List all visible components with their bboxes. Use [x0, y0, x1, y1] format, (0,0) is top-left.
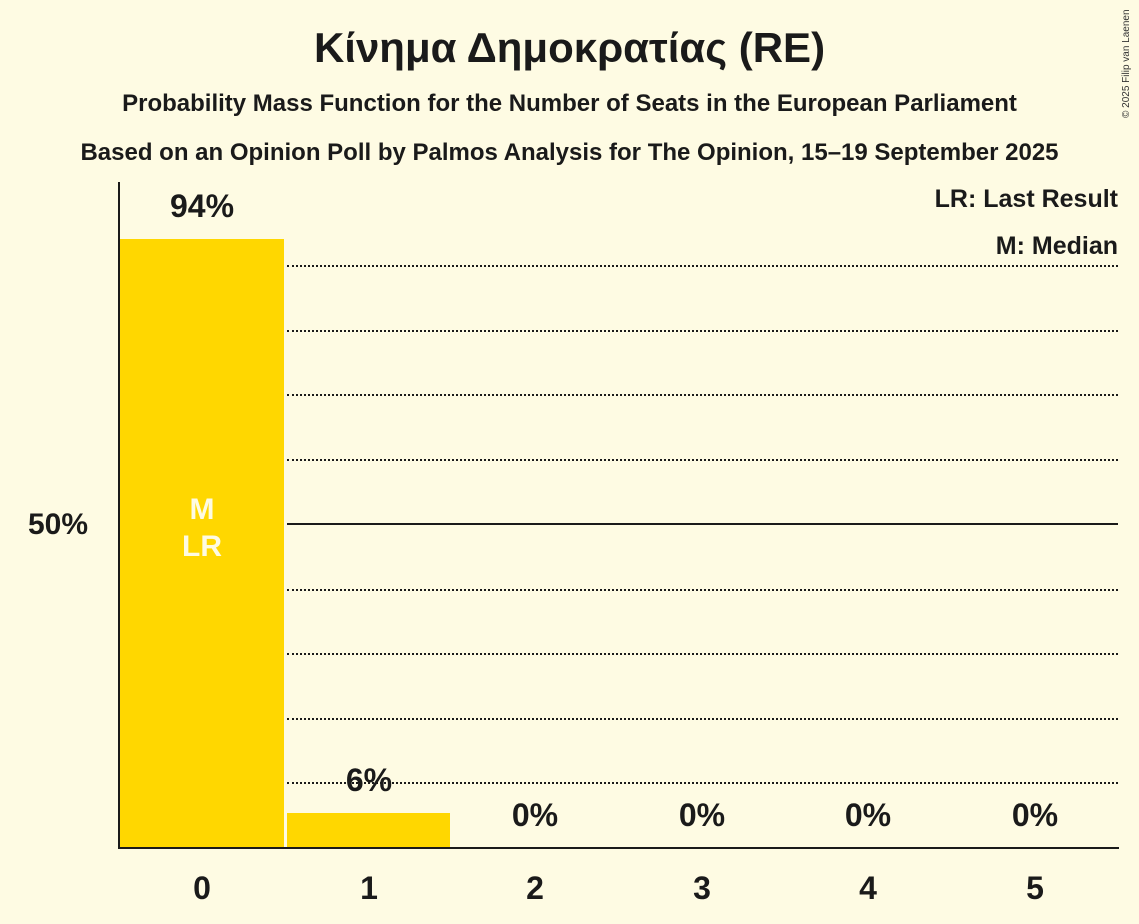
gridline-20: [287, 718, 1118, 720]
gridline-30: [287, 653, 1118, 655]
x-tick-3: 3: [693, 870, 711, 906]
bar-label-3: 0%: [678, 797, 726, 833]
last-result-marker: LR: [182, 530, 222, 563]
gridline-80: [287, 330, 1118, 332]
chart-subtitle: Probability Mass Function for the Number…: [122, 90, 1017, 117]
x-tick-2: 2: [526, 870, 544, 906]
gridline-10: [287, 782, 1118, 784]
chart-source: Based on an Opinion Poll by Palmos Analy…: [80, 139, 1059, 166]
gridline-90: [287, 265, 1118, 267]
bar-label-4: 0%: [844, 797, 892, 833]
gridline-50: [287, 523, 1118, 525]
bar-label-5: 0%: [1011, 797, 1059, 833]
bar-label-1: 6%: [345, 762, 393, 798]
x-tick-1: 1: [360, 870, 378, 906]
bar-0: [120, 239, 284, 848]
bar-1: [287, 813, 450, 848]
chart-title: Κίνημα Δημοκρατίας (RE): [313, 24, 826, 71]
legend-median: M: Median: [995, 232, 1118, 260]
x-tick-0: 0: [193, 870, 211, 906]
y-axis: [118, 182, 120, 849]
gridline-70: [287, 394, 1118, 396]
legend-last-result: LR: Last Result: [934, 185, 1118, 213]
x-tick-5: 5: [1026, 870, 1044, 906]
x-axis: [118, 847, 1119, 849]
x-tick-4: 4: [859, 870, 877, 906]
gridline-60: [287, 459, 1118, 461]
gridline-40: [287, 589, 1118, 591]
bar-label-2: 0%: [511, 797, 559, 833]
median-marker: M: [189, 493, 215, 526]
bar-label-0: 94%: [169, 188, 235, 224]
copyright: © 2025 Filip van Laenen: [1121, 9, 1132, 118]
y-tick-50: 50%: [28, 508, 89, 541]
